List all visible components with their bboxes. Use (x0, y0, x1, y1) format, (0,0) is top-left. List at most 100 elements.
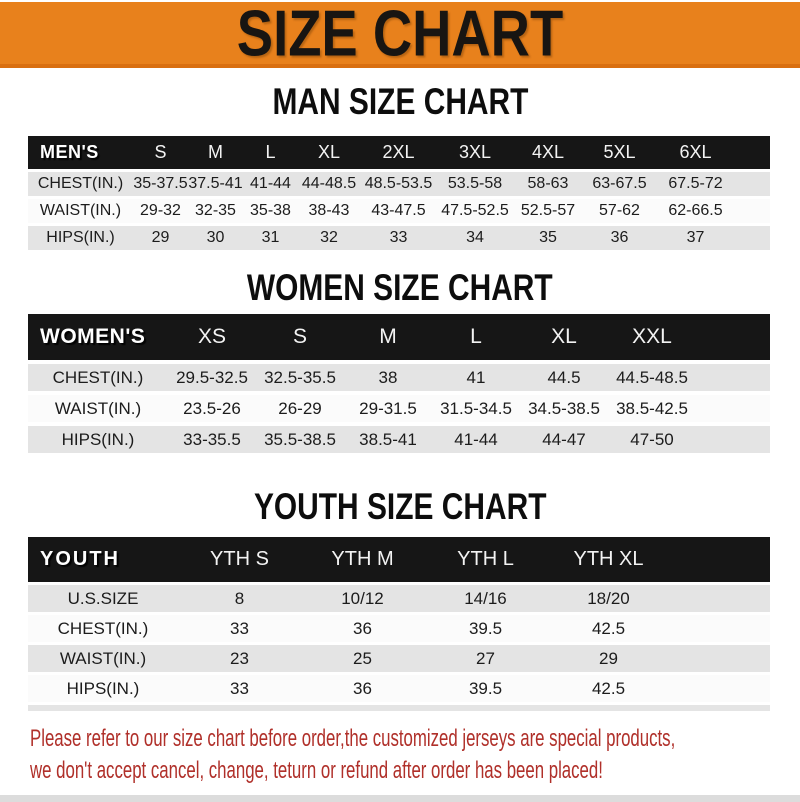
youth-table-row-0: U.S.SIZE 8 10/12 14/16 18/20 (28, 585, 770, 612)
youth-cell-r3-c2: 39.5 (468, 678, 503, 698)
men-column-header-s: S (154, 142, 167, 162)
women-cell-r2-c5: 47-50 (630, 429, 674, 449)
youth-column-header-yth-xl: YTH XL (573, 548, 644, 570)
youth-cell-r2-c2: 27 (476, 648, 495, 668)
women-table-row-1: WAIST(IN.) 23.5-26 26-29 29-31.5 31.5-34.5 34… (28, 395, 770, 422)
order-note: Please refer to our size chart before or… (30, 723, 800, 787)
women-cell-r0-c0: 29.5-32.5 (176, 367, 248, 387)
men-column-header-3xl: 3XL (458, 142, 492, 162)
youth-column-header-yth-m: YTH M (331, 548, 394, 570)
youth-section: YOUTH SIZE CHART YOUTH YTH S YTH M YTH L YTH… (0, 488, 800, 711)
men-cell-r1-c2: 35-38 (250, 202, 291, 219)
youth-cell-r3-c0: 33 (230, 678, 249, 698)
youth-row-label-2: WAIST(IN.) (59, 648, 147, 668)
men-cell-r1-c7: 57-62 (599, 202, 640, 219)
men-size-table: MEN'S S M L XL 2XL 3XL 4XL 5XL 6XL CHEST(IN.) 35-37… (28, 136, 770, 250)
youth-cell-r0-c3: 18/20 (587, 588, 630, 608)
title-banner: SIZE CHART (0, 0, 800, 70)
men-section: MAN SIZE CHART MEN'S S M L XL 2XL 3XL 4XL 5XL 6XL… (0, 81, 800, 250)
women-cell-r1-c2: 29-31.5 (359, 398, 417, 418)
men-cell-r2-c8: 37 (686, 229, 705, 246)
men-cell-r1-c6: 52.5-57 (520, 202, 576, 219)
youth-cell-r1-c2: 39.5 (468, 618, 503, 638)
men-column-header-5xl: 5XL (603, 142, 636, 162)
youth-cell-r0-c2: 14/16 (464, 588, 507, 608)
women-cell-r0-c4: 44.5 (547, 367, 581, 387)
youth-table-header-row: YOUTH YTH S YTH M YTH L YTH XL (28, 537, 770, 582)
men-table-row-2: HIPS(IN.) 29 30 31 32 33 34 35 36 37 (28, 226, 770, 250)
men-cell-r1-c5: 47.5-52.5 (441, 202, 509, 219)
men-cell-r0-c7: 63-67.5 (592, 175, 647, 192)
women-row-label-0: CHEST(IN.) (52, 367, 144, 387)
page-title: SIZE CHART (236, 0, 564, 70)
women-cell-r0-c1: 32.5-35.5 (264, 367, 336, 387)
women-column-header-xxl: XXL (632, 325, 672, 348)
men-cell-r0-c8: 67.5-72 (668, 175, 723, 192)
youth-cell-r2-c1: 25 (353, 648, 372, 668)
youth-cell-r1-c0: 33 (230, 618, 249, 638)
men-cell-r0-c2: 41-44 (250, 175, 291, 192)
women-cell-r0-c5: 44.5-48.5 (616, 367, 688, 387)
men-cell-r1-c8: 62-66.5 (668, 202, 723, 219)
men-column-header-2xl: 2XL (382, 142, 415, 162)
women-section-heading: WOMEN SIZE CHART (0, 267, 800, 309)
note-line-1: Please refer to our size chart before or… (30, 725, 676, 752)
women-row-label-1: WAIST(IN.) (54, 398, 142, 418)
men-section-heading-text: MAN SIZE CHART (272, 81, 528, 123)
women-cell-r2-c3: 41-44 (454, 429, 498, 449)
men-cell-r2-c2: 31 (261, 229, 280, 246)
men-cell-r1-c3: 38-43 (308, 202, 350, 219)
men-cell-r1-c1: 32-35 (195, 202, 236, 219)
youth-table-row-3: HIPS(IN.) 33 36 39.5 42.5 (28, 675, 770, 702)
youth-section-heading: YOUTH SIZE CHART (0, 488, 800, 527)
youth-cell-r0-c1: 10/12 (341, 588, 384, 608)
men-table-header-row: MEN'S S M L XL 2XL 3XL 4XL 5XL 6XL (28, 136, 770, 169)
men-cell-r2-c5: 34 (466, 229, 484, 246)
women-section-heading-text: WOMEN SIZE CHART (247, 267, 553, 309)
men-table-row-0: CHEST(IN.) 35-37.5 37.5-41 41-44 44-48.5 48.5… (28, 172, 770, 196)
women-table-row-0: CHEST(IN.) 29.5-32.5 32.5-35.5 38 41 44.5 44.5… (28, 364, 770, 391)
women-column-header-s: S (292, 325, 307, 348)
women-cell-r0-c2: 38 (378, 367, 398, 387)
men-cell-r0-c0: 35-37.5 (133, 175, 188, 192)
men-cell-r0-c5: 53.5-58 (447, 175, 503, 192)
women-cell-r2-c4: 44-47 (542, 429, 586, 449)
youth-cell-r3-c1: 36 (353, 678, 372, 698)
men-header-label: MEN'S (40, 142, 99, 162)
men-cell-r0-c1: 37.5-41 (188, 175, 243, 192)
women-column-header-xl: XL (551, 325, 577, 348)
women-cell-r0-c3: 41 (466, 367, 486, 387)
men-cell-r2-c6: 35 (539, 229, 557, 246)
women-column-header-xs: XS (197, 325, 226, 348)
women-cell-r1-c3: 31.5-34.5 (440, 398, 512, 418)
men-cell-r2-c7: 36 (610, 229, 629, 246)
youth-cell-r3-c3: 42.5 (591, 678, 626, 698)
women-header-label: WOMEN'S (40, 325, 146, 348)
youth-column-header-yth-l: YTH L (457, 548, 514, 570)
women-cell-r2-c0: 33-35.5 (183, 429, 241, 449)
men-cell-r0-c3: 44-48.5 (301, 175, 357, 192)
women-cell-r1-c5: 38.5-42.5 (616, 398, 688, 418)
men-cell-r1-c4: 43-47.5 (371, 202, 426, 219)
women-cell-r2-c1: 35.5-38.5 (264, 429, 336, 449)
women-column-header-l: L (470, 325, 482, 348)
men-section-heading: MAN SIZE CHART (0, 81, 800, 123)
men-column-header-m: M (208, 142, 223, 162)
youth-column-header-yth-s: YTH S (210, 548, 269, 570)
bottom-edge-strip (0, 795, 800, 802)
women-cell-r2-c2: 38.5-41 (359, 429, 417, 449)
men-table-row-1: WAIST(IN.) 29-32 32-35 35-38 38-43 43-47.5 47.… (28, 199, 770, 223)
youth-cell-r2-c0: 23 (230, 648, 249, 668)
men-cell-r2-c0: 29 (151, 229, 170, 246)
youth-row-label-3: HIPS(IN.) (66, 678, 140, 698)
men-cell-r2-c1: 30 (206, 229, 225, 246)
women-cell-r1-c1: 26-29 (278, 398, 322, 418)
men-row-label-0: CHEST(IN.) (37, 175, 124, 192)
youth-cell-r1-c3: 42.5 (591, 618, 626, 638)
men-cell-r2-c3: 32 (320, 229, 338, 246)
men-row-label-1: WAIST(IN.) (39, 202, 122, 219)
men-cell-r0-c4: 48.5-53.5 (364, 175, 433, 192)
women-column-header-m: M (379, 325, 397, 348)
youth-table-bottom-bar (28, 705, 770, 711)
